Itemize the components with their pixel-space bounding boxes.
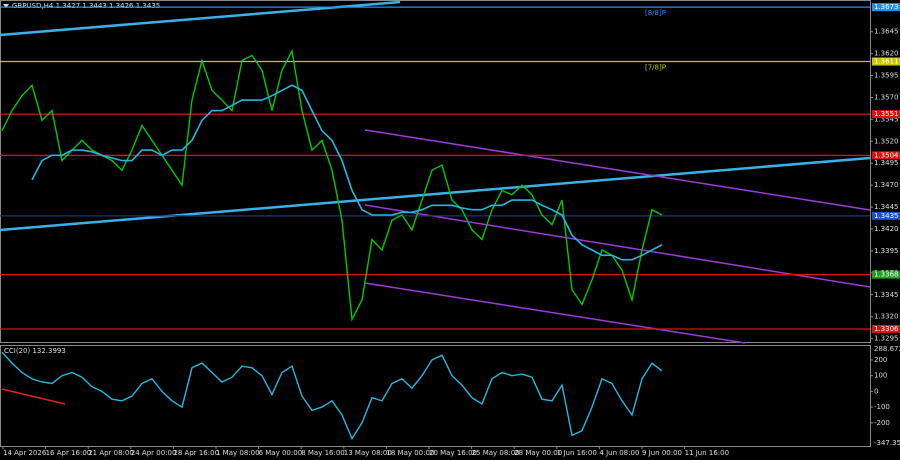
murray-label: [8/8]P	[645, 9, 666, 17]
y-tick-label: 1.3570	[874, 93, 899, 101]
x-tick-label: 25 May 08:00	[472, 449, 520, 457]
x-tick-label: 6 May 00:00	[259, 449, 303, 457]
trend-line	[0, 156, 871, 232]
x-tick-label: 18 May 00:00	[386, 449, 434, 457]
series-line	[1, 48, 663, 322]
x-tick-label: 8 May 16:00	[301, 449, 345, 457]
x-tick-label: 21 Apr 08:00	[88, 449, 134, 457]
x-tick-label: 28 May 00:00	[514, 449, 562, 457]
y-tick-label: 1.3345	[874, 291, 899, 299]
y-tick-label: 1.3420	[874, 225, 899, 233]
y-limit-label: -347.3511	[874, 439, 900, 447]
y-tick-label: -100	[874, 403, 890, 411]
x-tick-label: 20 May 16:00	[429, 449, 477, 457]
y-tick-label: 1.3445	[874, 203, 899, 211]
series-line	[31, 84, 663, 261]
y-tick-label: 1.3495	[874, 159, 899, 167]
level-box	[872, 270, 900, 279]
murray-label: [7/8]P	[645, 64, 666, 72]
level-label: 1.3611	[874, 58, 899, 66]
channel-line	[364, 282, 746, 344]
level-box	[872, 151, 900, 160]
level-box	[872, 110, 900, 119]
x-tick-label: 11 Jun 16:00	[685, 449, 729, 457]
level-box	[872, 3, 900, 12]
x-tick-label: 24 Apr 00:00	[131, 449, 177, 457]
collapse-icon	[3, 4, 9, 8]
cci-panel	[0, 345, 871, 447]
y-tick-label: 1.3620	[874, 50, 899, 58]
channel-line	[364, 204, 871, 288]
y-tick-label: 1.3595	[874, 72, 899, 80]
x-tick-label: 1 May 08:00	[216, 449, 260, 457]
level-label: 1.3504	[874, 151, 899, 159]
y-tick-label: 1.3470	[874, 181, 899, 189]
x-tick-label: 1 Jun 16:00	[557, 449, 597, 457]
y-tick-label: 1.3645	[874, 28, 899, 36]
y-tick-label: 200	[874, 356, 887, 364]
level-label: 1.3551	[874, 110, 899, 118]
level-box	[872, 57, 900, 66]
x-tick-label: 13 May 08:00	[344, 449, 392, 457]
series-line	[1, 351, 663, 441]
level-label: 1.3435	[874, 212, 899, 220]
x-tick-label: 16 Apr 16:00	[46, 449, 92, 457]
y-tick-label: 1.3320	[874, 313, 899, 321]
level-label: 1.3673	[874, 3, 899, 11]
x-tick-label: 4 Jun 08:00	[599, 449, 639, 457]
y-limit-label: 288.6739	[874, 345, 900, 353]
y-tick-label: -200	[874, 419, 890, 427]
cci-trend-line	[1, 388, 66, 405]
level-label: 1.3368	[874, 271, 899, 279]
y-tick-label: 1.3545	[874, 115, 899, 123]
level-box	[872, 211, 900, 220]
y-tick-label: 1.3520	[874, 137, 899, 145]
chart-title: GBPUSD,H4 1.3427 1.3443 1.3426 1.3435	[12, 2, 160, 10]
price-panel	[0, 0, 871, 343]
y-tick-label: 100	[874, 372, 887, 380]
channel-line	[364, 129, 871, 211]
x-tick-label: 9 Jun 00:00	[642, 449, 682, 457]
x-tick-label: 14 Apr 2026	[3, 449, 47, 457]
indicator-title: CCI(20) 132.3993	[4, 347, 66, 355]
y-tick-label: 1.3395	[874, 247, 899, 255]
level-box	[872, 324, 900, 333]
y-tick-label: 1.3295	[874, 335, 899, 343]
level-label: 1.3306	[874, 325, 899, 333]
x-tick-label: 28 Apr 16:00	[173, 449, 219, 457]
y-tick-label: 0	[874, 387, 878, 395]
